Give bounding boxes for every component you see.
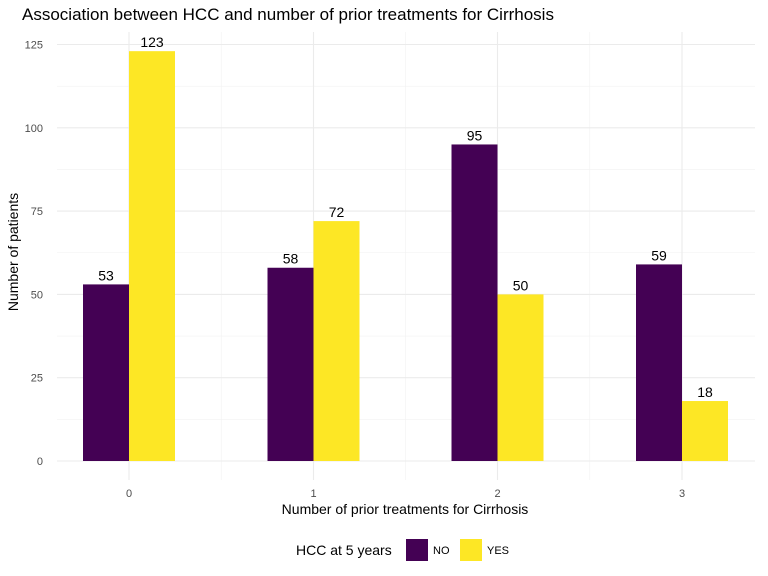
bar-yes-1 bbox=[313, 221, 360, 461]
legend: HCC at 5 years NO YES bbox=[296, 539, 509, 561]
bar-yes-0 bbox=[129, 51, 175, 461]
bar-yes-3 bbox=[682, 401, 728, 461]
y-tick-label: 100 bbox=[25, 123, 43, 135]
data-labels: 53 58 95 59 123 72 50 18 bbox=[98, 34, 713, 400]
bars bbox=[83, 51, 728, 461]
data-label-no-2: 95 bbox=[467, 127, 483, 143]
legend-swatch-no bbox=[406, 539, 428, 561]
legend-items: NO YES bbox=[406, 539, 509, 561]
y-tick-label: 75 bbox=[31, 206, 43, 218]
x-tick-label: 3 bbox=[679, 488, 685, 500]
x-axis-title: Number of prior treatments for Cirrhosis bbox=[282, 501, 529, 517]
legend-label-no: NO bbox=[433, 545, 450, 557]
chart-title: Association between HCC and number of pr… bbox=[22, 5, 554, 24]
x-tick-label: 2 bbox=[494, 488, 500, 500]
bar-no-0 bbox=[83, 284, 129, 461]
x-axis-ticks: 0 1 2 3 bbox=[126, 488, 685, 500]
bar-no-3 bbox=[636, 264, 682, 461]
x-tick-label: 1 bbox=[310, 488, 316, 500]
bar-no-1 bbox=[267, 267, 314, 461]
data-label-no-1: 58 bbox=[283, 251, 299, 267]
y-axis-ticks: 0 25 50 75 100 125 bbox=[25, 40, 43, 469]
y-tick-label: 25 bbox=[31, 373, 43, 385]
y-tick-label: 125 bbox=[25, 40, 43, 52]
x-tick-label: 0 bbox=[126, 488, 132, 500]
y-axis-title: Number of patients bbox=[5, 193, 21, 311]
data-label-yes-3: 18 bbox=[697, 384, 713, 400]
legend-title: HCC at 5 years bbox=[296, 542, 392, 558]
data-label-yes-1: 72 bbox=[329, 204, 345, 220]
bar-yes-2 bbox=[497, 294, 544, 461]
data-label-no-0: 53 bbox=[98, 267, 114, 283]
legend-swatch-yes bbox=[460, 539, 482, 561]
data-label-no-3: 59 bbox=[651, 247, 667, 263]
data-label-yes-2: 50 bbox=[513, 277, 529, 293]
bar-no-2 bbox=[451, 144, 498, 461]
legend-label-yes: YES bbox=[487, 545, 509, 557]
y-tick-label: 0 bbox=[37, 456, 43, 468]
data-label-yes-0: 123 bbox=[140, 34, 164, 50]
y-tick-label: 50 bbox=[31, 289, 43, 301]
